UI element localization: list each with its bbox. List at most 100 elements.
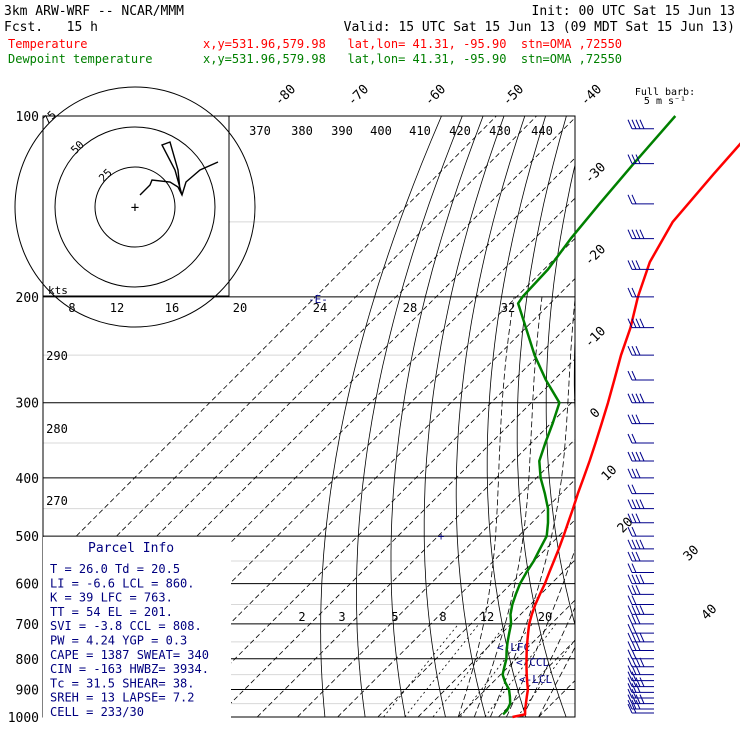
wind-barb-flag	[636, 230, 640, 239]
wind-barb-flag	[640, 605, 644, 614]
wind-barb	[628, 650, 654, 659]
wind-barb	[628, 415, 654, 424]
pressure-tick-label: 800	[16, 653, 39, 668]
wind-barb-flag	[636, 500, 640, 509]
wind-barb-flag	[632, 552, 636, 561]
wind-barb	[628, 641, 654, 650]
isotherm-line	[297, 116, 740, 717]
wind-barb-flag	[632, 527, 636, 536]
wind-barb-flag	[628, 564, 632, 573]
wind-barb	[628, 540, 654, 549]
dry-adiabat	[602, 116, 694, 730]
parcel-info-row: TT = 54 EL = 201.	[50, 605, 173, 619]
wind-barb-flag	[632, 641, 636, 650]
dry-adiabat	[321, 116, 442, 730]
pressure-tick-label: 700	[16, 618, 39, 633]
wind-barb-flag	[632, 394, 636, 403]
mixing-ratio-label: 8	[439, 610, 446, 624]
parcel-info-row: Tc = 31.5 SHEAR= 38.	[50, 676, 195, 690]
dry-adiabat	[628, 116, 734, 730]
wind-barb-flag	[636, 452, 640, 461]
wind-barb-flag	[628, 195, 632, 204]
wind-barb-flag	[632, 434, 636, 443]
wind-barb-flag	[640, 230, 644, 239]
model-title: 3km ARW-WRF -- NCAR/MMM	[4, 4, 184, 19]
wind-barb-flag	[632, 575, 636, 584]
wind-barb-flag	[628, 394, 632, 403]
wind-barb-flag	[628, 605, 632, 614]
isotherm-label: -30	[582, 160, 609, 187]
wind-barb-flag	[632, 500, 636, 509]
parcel-info-title: Parcel Info	[88, 541, 174, 556]
wind-barb-flag	[632, 540, 636, 549]
wind-barb-flag	[636, 120, 640, 129]
wind-barb-flag	[632, 650, 636, 659]
wind-barb-flag	[636, 552, 640, 561]
mixing-ratio-line	[433, 624, 506, 717]
wind-barb-flag	[640, 319, 644, 328]
dewpoint-label: Dewpoint temperature	[8, 52, 153, 66]
wind-barb	[628, 120, 654, 129]
wind-barb	[628, 230, 654, 239]
wind-barb-flag	[632, 120, 636, 129]
pressure-tick-label: 1000	[8, 711, 39, 726]
wind-barb	[628, 514, 654, 523]
wind-speed-label: 20	[233, 301, 247, 315]
wind-barb-flag	[628, 230, 632, 239]
isotherm-label: 20	[615, 515, 637, 537]
wind-barb	[628, 434, 654, 443]
forecast-hour: Fcst. 15 h	[4, 20, 98, 35]
parcel-info-row: CIN = -163 HWBZ= 3934.	[50, 662, 209, 676]
parcel-info-row: K = 39 LFC = 763.	[50, 591, 173, 605]
wind-speed-label: 16	[165, 301, 179, 315]
mixing-ratio-line	[405, 624, 479, 717]
wind-barb-flag	[640, 540, 644, 549]
mixing-ratio-label: 2	[298, 610, 305, 624]
parcel-level-label: <-CCL	[516, 656, 549, 669]
dry-adiabat	[487, 116, 545, 730]
wind-barb-flag	[632, 452, 636, 461]
wind-barb	[628, 346, 654, 355]
wind-barb	[628, 575, 654, 584]
parcel-level-label: -E-	[308, 293, 328, 306]
wind-barb-flag	[628, 120, 632, 129]
wind-barb-flag	[628, 260, 632, 269]
wind-barb	[628, 633, 654, 642]
isotherm-line	[539, 116, 740, 717]
wind-barb-flag	[636, 605, 640, 614]
wind-barb-flag	[628, 615, 632, 624]
wind-barb	[628, 615, 654, 624]
theta-label: 380	[291, 124, 313, 138]
wind-barb-flag	[640, 678, 644, 687]
wind-barb-flag	[636, 415, 640, 424]
theta-label: 410	[409, 124, 431, 138]
wind-barb-flag	[628, 658, 632, 667]
wind-barb-flag	[636, 514, 640, 523]
pressure-tick-label: 600	[16, 578, 39, 593]
wind-barb-flag	[628, 624, 632, 633]
wind-barb-flag	[632, 485, 636, 494]
theta-label: 270	[46, 494, 68, 508]
wind-barb-flag	[632, 624, 636, 633]
wind-barb-flag	[640, 633, 644, 642]
wind-barb	[628, 485, 654, 494]
hodograph-units: kts	[48, 284, 68, 297]
dry-adiabat	[703, 116, 740, 730]
theta-label: 280	[46, 422, 68, 436]
theta-label: 390	[331, 124, 353, 138]
mixing-ratio-label: 12	[480, 610, 494, 624]
wind-barb-flag	[632, 469, 636, 478]
isotherm-line	[217, 116, 740, 717]
wind-barb-flag	[628, 452, 632, 461]
dry-adiabat	[357, 116, 463, 730]
dry-adiabat	[456, 116, 525, 730]
isotherm-label: 30	[681, 543, 703, 565]
pressure-tick-label: 400	[16, 472, 39, 487]
wind-barb	[628, 624, 654, 633]
isotherm-label: -50	[500, 82, 527, 109]
dry-adiabat	[574, 116, 652, 730]
isotherm-label: 40	[699, 602, 721, 624]
parcel-info-row: LI = -6.6 LCL = 860.	[50, 576, 195, 590]
wind-barb-flag	[628, 633, 632, 642]
